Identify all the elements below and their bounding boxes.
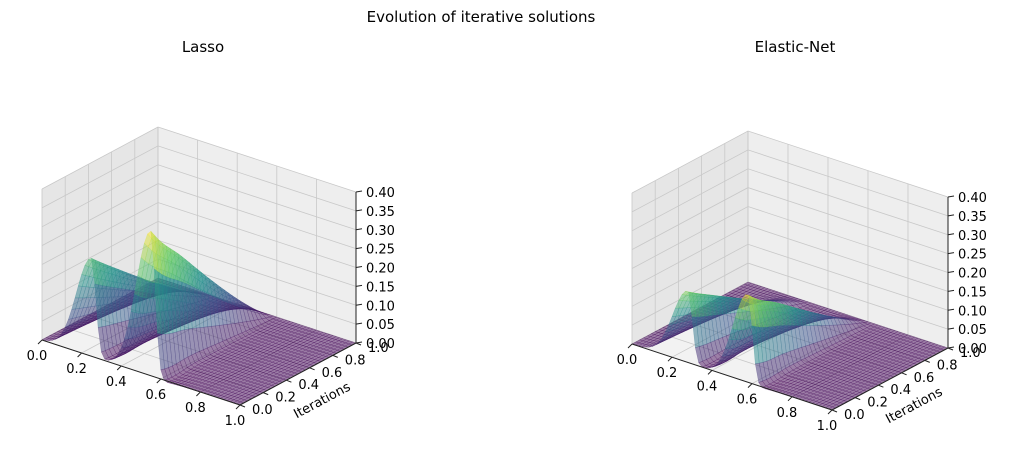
y-tick-label: 0.2 [275,391,296,406]
surface [631,281,949,411]
y-tick-label: 0.4 [890,383,911,398]
y-tick-label: 0.4 [298,378,319,393]
y-tick [309,367,315,371]
x-tick [156,378,162,384]
x-tick-label: 1.0 [817,419,838,434]
x-tick-label: 0.6 [145,388,166,403]
z-tick-label: 0.25 [958,248,987,263]
z-tick-label: 0.25 [366,243,395,258]
z-tick-label: 0.15 [366,280,395,295]
z-tick-label: 0.10 [958,304,987,319]
subplot-title: Elastic-Net [755,38,836,56]
z-tick [947,195,955,198]
x-tick [77,352,82,358]
x-axis-line [41,339,241,406]
z-tick-label: 0.00 [366,337,395,352]
z-tick [355,303,363,306]
z-tick-label: 0.30 [366,224,395,239]
y-tick [901,372,907,376]
x-tick [747,383,753,388]
x-tick-label: 0.0 [617,353,638,368]
y-tick [286,379,292,383]
x-tick [827,409,833,415]
figure-suptitle: Evolution of iterative solutions [367,8,596,26]
z-tick-label: 0.10 [366,299,395,314]
x-tick-label: 0.0 [27,349,48,364]
z-tick [355,284,363,287]
x-tick-label: 0.2 [66,362,87,377]
x-tick [196,391,201,397]
x-tick [235,404,241,410]
z-tick [355,266,363,268]
y-tick [855,397,861,401]
x-tick-label: 0.6 [737,393,758,408]
z-tick [947,346,955,349]
y-tick-label: 0.0 [844,408,865,423]
y-tick-label: 0.8 [345,353,366,368]
z-tick-label: 0.05 [366,318,395,333]
y-tick-label: 0.6 [322,366,343,381]
z-tick-label: 0.00 [958,342,987,357]
y-tick [239,404,246,408]
z-tick [947,233,955,236]
z-tick [947,289,955,292]
z-tick [355,322,363,325]
y-tick-label: 0.2 [867,396,888,411]
y-tick [878,384,884,388]
lasso-subplot: 0.00.20.40.60.81.00.00.20.40.60.81.00.00… [27,38,395,429]
z-tick [947,327,955,330]
z-tick-label: 0.20 [366,262,395,277]
y-tick [831,409,838,413]
z-tick-label: 0.05 [958,323,987,338]
y-tick-label: 0.0 [252,403,273,418]
x-tick [627,343,633,349]
surface [41,230,357,406]
z-tick [355,247,363,250]
z-tick [947,271,955,273]
y-tick [332,354,338,358]
x-tick [707,370,713,375]
x-tick-label: 1.0 [225,414,246,429]
x-tick-label: 0.4 [106,375,127,390]
elastic-net-subplot: 0.00.20.40.60.81.00.00.20.40.60.81.00.00… [617,38,987,434]
y-tick-label: 0.6 [914,371,935,386]
z-tick [355,209,363,212]
y-tick [924,359,930,363]
z-tick [947,252,955,255]
y-tick [263,392,269,396]
y-tick-label: 0.8 [937,358,958,373]
z-tick-label: 0.15 [958,285,987,300]
y-axis-line [239,342,357,406]
z-tick [947,308,955,311]
z-tick-label: 0.35 [366,205,395,220]
y-tick-label: 1.0 [368,341,389,356]
x-tick [667,356,673,362]
z-tick [355,341,363,344]
x-tick [787,396,793,402]
subplot-title: Lasso [182,38,224,56]
z-tick-label: 0.30 [958,229,987,244]
z-tick-label: 0.20 [958,267,987,282]
z-tick-label: 0.40 [366,186,395,201]
z-tick [355,190,363,193]
z-tick [947,214,955,217]
x-tick [116,365,122,371]
z-tick-label: 0.40 [958,191,987,206]
z-tick [355,228,363,231]
x-tick [37,339,43,345]
x-tick-label: 0.8 [777,406,798,421]
z-tick-label: 0.35 [958,210,987,225]
x-tick-label: 0.2 [657,366,678,381]
x-tick-label: 0.8 [185,401,206,416]
x-tick-label: 0.4 [697,379,718,394]
